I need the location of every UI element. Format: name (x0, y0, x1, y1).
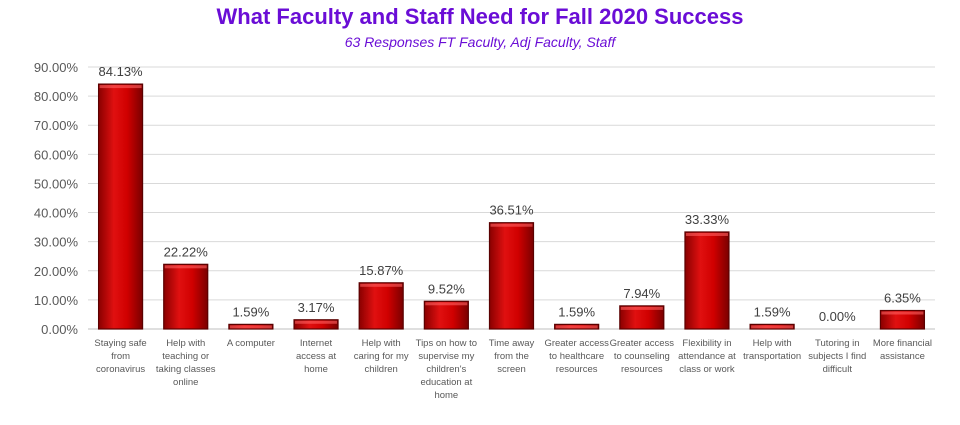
x-category-label-line: home (304, 364, 328, 375)
bar-highlight (685, 232, 728, 236)
data-label: 3.17% (298, 300, 335, 315)
x-category-label-line: transportation (743, 351, 801, 362)
x-category-label-line: from the (494, 351, 529, 362)
x-category-label-line: More financial (873, 338, 932, 349)
bar-highlight (620, 306, 663, 310)
bar-highlight (360, 283, 403, 287)
data-label: 1.59% (232, 304, 269, 319)
y-tick-label: 60.00% (34, 147, 79, 162)
x-category-label-line: Help with (753, 338, 792, 349)
x-category-label: Staying safe from coronavirus (94, 338, 146, 375)
y-tick-label: 50.00% (34, 176, 79, 191)
x-category-label: A computer (227, 338, 275, 349)
data-label: 1.59% (754, 304, 791, 319)
x-category-label-line: coronavirus (96, 364, 145, 375)
x-category-label: Greater access to healthcare resources (544, 338, 609, 375)
x-category-label: Tutoring in subjects I find difficult (808, 338, 866, 375)
bar (293, 319, 339, 330)
x-category-label-line: Tutoring in (815, 338, 860, 349)
x-category-label-line: from (111, 351, 130, 362)
data-label: 15.87% (359, 263, 404, 278)
data-label: 84.13% (99, 64, 144, 79)
x-category-label-line: to counseling (614, 351, 670, 362)
bar-highlight (99, 85, 142, 89)
data-label: 7.94% (623, 286, 660, 301)
x-category-label-line: difficult (823, 364, 853, 375)
data-label: 33.33% (685, 212, 730, 227)
data-label: 36.51% (489, 203, 534, 218)
bar (97, 83, 144, 330)
y-tick-label: 30.00% (34, 235, 79, 250)
x-category-label-line: A computer (227, 338, 275, 349)
x-category-label-line: Tips on how to (416, 338, 477, 349)
data-label: 6.35% (884, 291, 921, 306)
y-tick-label: 40.00% (34, 206, 79, 221)
x-category-label: Internet access at home (296, 338, 336, 375)
chart-title: What Faculty and Staff Need for Fall 202… (216, 4, 744, 29)
data-label: 9.52% (428, 281, 465, 296)
bar-highlight (881, 311, 924, 315)
bar-highlight (295, 320, 338, 324)
bar (163, 263, 209, 330)
x-category-label-line: Greater access (544, 338, 609, 349)
x-category-label-line: attendance at (678, 351, 736, 362)
bar-highlight (229, 325, 272, 329)
bar-highlight (555, 325, 598, 329)
y-tick-label: 90.00% (34, 60, 79, 75)
x-category-label-line: online (173, 377, 198, 388)
x-category-label-line: education at (420, 377, 472, 388)
x-category-label-line: assistance (880, 351, 925, 362)
x-category-label-line: Flexibility in (682, 338, 731, 349)
x-category-label: Tips on how to supervise my children's educ… (416, 338, 477, 401)
x-category-label-line: subjects I find (808, 351, 866, 362)
y-tick-label: 70.00% (34, 118, 79, 133)
x-category-label-line: to healthcare (549, 351, 604, 362)
data-label: 1.59% (558, 304, 595, 319)
x-category-label-line: children's (426, 364, 466, 375)
x-category-label: Help with transportation (743, 338, 801, 362)
x-category-label-line: class or work (679, 364, 735, 375)
data-label: 0.00% (819, 309, 856, 324)
bar-highlight (425, 302, 468, 306)
x-category-label: More financial assistance (873, 338, 932, 362)
y-tick-label: 20.00% (34, 264, 79, 279)
x-category-label-line: Help with (362, 338, 401, 349)
x-category-label-line: Staying safe (94, 338, 146, 349)
x-category-label-line: resources (621, 364, 663, 375)
x-category-label-line: screen (497, 364, 526, 375)
x-category-label: Flexibility in attendance at class or work (678, 338, 736, 375)
y-tick-label: 80.00% (34, 89, 79, 104)
x-category-label-line: taking classes (156, 364, 216, 375)
bar (423, 300, 469, 330)
x-category-label-line: home (434, 390, 458, 401)
x-category-label-line: Greater access (610, 338, 675, 349)
bar (619, 305, 665, 330)
x-category-label-line: resources (556, 364, 598, 375)
bar (879, 309, 926, 330)
y-tick-label: 0.00% (41, 322, 78, 337)
bar (358, 282, 404, 330)
x-category-label-line: children (365, 364, 398, 375)
data-label: 22.22% (164, 244, 209, 259)
bar-highlight (751, 325, 794, 329)
x-category-label-line: supervise my (418, 351, 474, 362)
x-category-label: Time away from the screen (489, 338, 535, 375)
x-category-label-line: Internet (300, 338, 333, 349)
x-category-label-line: Time away (489, 338, 535, 349)
x-category-label: Greater access to counseling resources (610, 338, 675, 375)
x-category-label-line: teaching or (162, 351, 209, 362)
bar-highlight (490, 223, 533, 227)
bar (488, 222, 535, 330)
chart-subtitle: 63 Responses FT Faculty, Adj Faculty, St… (344, 34, 616, 50)
x-category-label-line: caring for my (354, 351, 409, 362)
y-tick-label: 10.00% (34, 293, 79, 308)
bar-highlight (164, 265, 207, 269)
x-category-label: Help with caring for my children (354, 338, 409, 375)
bar (684, 231, 730, 330)
x-category-label-line: Help with (166, 338, 205, 349)
x-category-label-line: access at (296, 351, 336, 362)
x-category-label: Help with teaching or taking classes online (156, 338, 216, 388)
